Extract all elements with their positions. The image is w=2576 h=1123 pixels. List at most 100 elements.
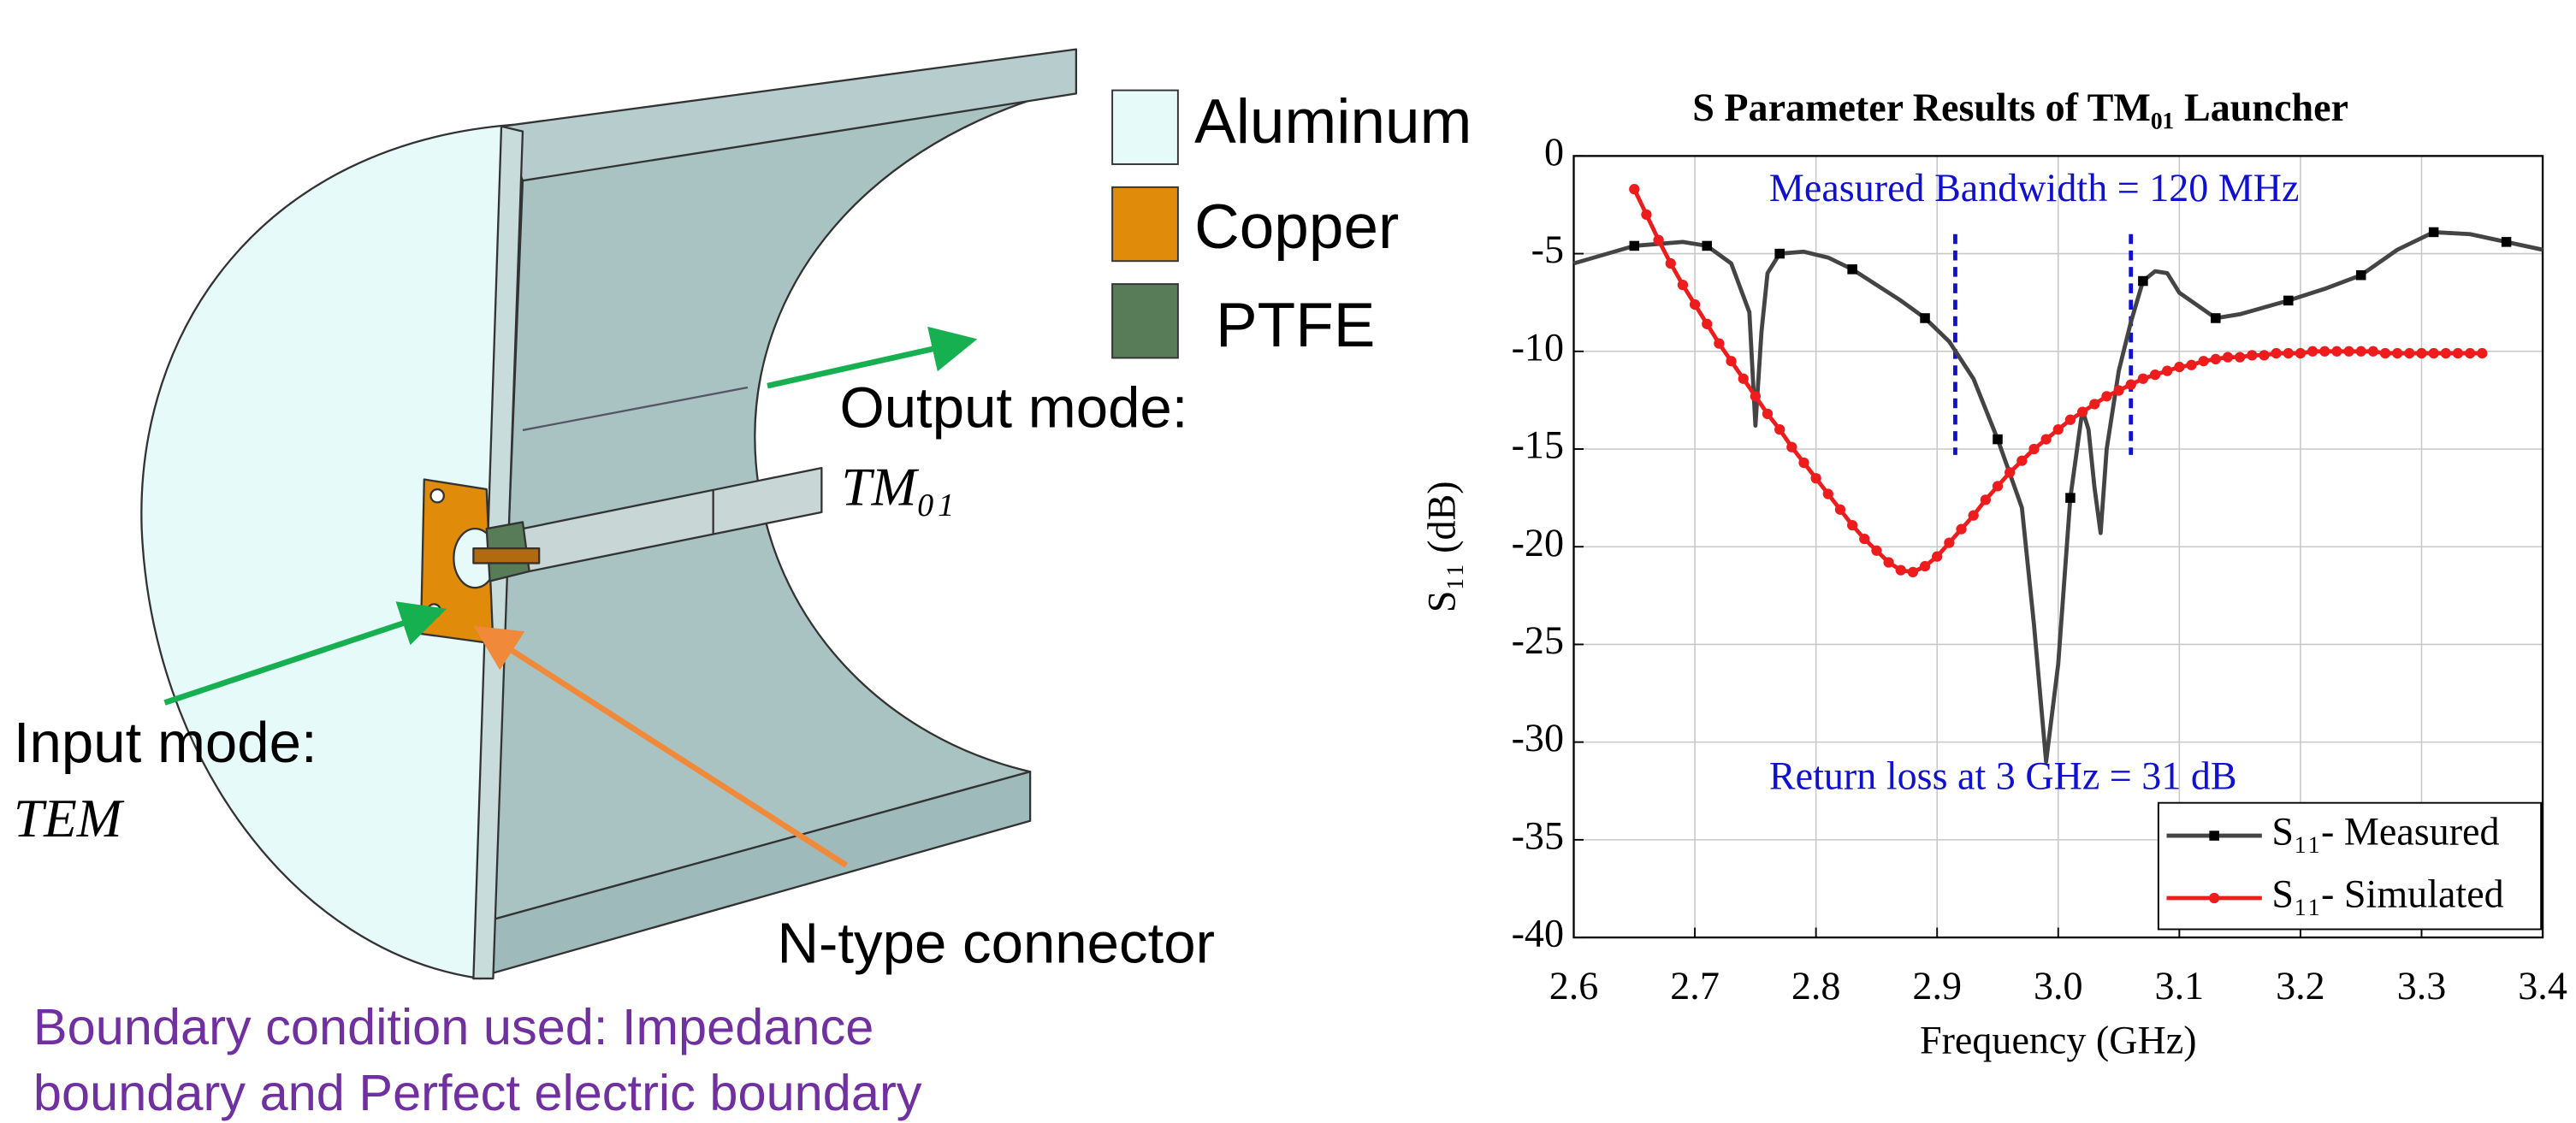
data-point <box>1993 481 2003 491</box>
data-point <box>1969 511 1979 521</box>
data-point <box>2065 415 2076 425</box>
swatch <box>1112 91 1178 164</box>
x-axis-label: Frequency (GHz) <box>1920 1018 2197 1061</box>
data-point <box>2138 276 2148 287</box>
data-point <box>1956 524 1966 535</box>
center-pin <box>473 548 539 563</box>
data-point <box>2199 356 2209 366</box>
data-point <box>2319 346 2330 357</box>
data-point <box>2380 348 2390 358</box>
data-point <box>2211 354 2221 364</box>
data-point <box>1726 356 1736 366</box>
x-tick-label: 3.0 <box>2034 964 2083 1008</box>
data-point <box>1908 567 1918 577</box>
data-point <box>2113 385 2123 395</box>
data-point <box>2307 346 2318 357</box>
data-point <box>2283 296 2294 306</box>
data-point <box>1883 557 1893 567</box>
output-mode-label: Output mode: <box>839 376 1187 440</box>
data-point <box>2271 348 2281 358</box>
data-point <box>2465 348 2475 358</box>
data-point <box>2331 346 2342 357</box>
data-point <box>1981 494 1991 505</box>
data-point <box>2077 406 2087 417</box>
x-tick-label: 3.3 <box>2397 964 2447 1008</box>
legend-marker <box>2209 830 2219 841</box>
data-point <box>2053 424 2064 434</box>
flange-hole <box>430 489 443 502</box>
y-tick-label: -25 <box>1512 618 1564 662</box>
data-point <box>1847 520 1857 530</box>
chart: S Parameter Results of TM₀₁ Launcher Fre… <box>1419 86 2567 1061</box>
data-point <box>2065 493 2076 503</box>
input-mode-label: Input mode: <box>14 711 317 775</box>
data-point <box>1750 391 1761 401</box>
data-point <box>2235 352 2245 363</box>
y-tick-label: -30 <box>1512 716 1564 760</box>
data-point <box>2126 379 2136 389</box>
data-point <box>2295 348 2306 358</box>
data-point <box>2392 348 2402 358</box>
data-point <box>2356 270 2366 281</box>
material-legend: Aluminum Copper PTFE <box>1112 87 1472 360</box>
data-point <box>2186 360 2196 370</box>
data-point <box>1630 241 1640 251</box>
data-point <box>1629 184 1639 194</box>
data-point <box>2028 444 2039 454</box>
data-point <box>1774 424 1785 434</box>
data-point <box>1690 299 1700 310</box>
x-tick-label: 2.9 <box>1912 964 1962 1008</box>
data-point <box>1859 534 1869 544</box>
data-point <box>2101 391 2111 401</box>
data-point <box>2040 434 2051 444</box>
data-point <box>1944 538 1954 548</box>
data-point <box>1774 249 1785 259</box>
boundary-note: boundary and Perfect electric boundary <box>33 1064 922 1121</box>
data-point <box>2247 350 2257 360</box>
y-tick-label: -40 <box>1512 912 1564 955</box>
data-point <box>2223 352 2233 363</box>
data-point <box>2453 348 2463 358</box>
y-tick-label: 0 <box>1544 130 1564 174</box>
y-tick-label: -10 <box>1512 325 1564 369</box>
input-mode: TEM <box>14 789 125 848</box>
data-point <box>1798 458 1809 468</box>
data-point <box>1811 473 1821 483</box>
legend-label: S₁₁- Measured <box>2271 810 2499 854</box>
data-point <box>1666 258 1676 269</box>
y-tick-label: -35 <box>1512 813 1564 857</box>
data-point <box>2477 348 2487 358</box>
data-point <box>1932 552 1942 562</box>
data-point <box>2368 346 2378 357</box>
data-point <box>2429 228 2439 238</box>
x-tick-label: 2.8 <box>1791 964 1841 1008</box>
data-point <box>1920 561 1930 571</box>
legend-label: S₁₁- Simulated <box>2271 872 2503 916</box>
data-point <box>2138 374 2148 384</box>
data-point <box>1702 319 1712 329</box>
data-point <box>2150 369 2160 380</box>
annotation: Return loss at 3 GHz = 31 dB <box>1769 754 2237 797</box>
data-point <box>1835 505 1845 515</box>
data-point <box>2502 237 2512 247</box>
data-point <box>1786 442 1797 452</box>
output-mode: TM₀₁ <box>841 457 954 517</box>
data-point <box>2259 350 2269 360</box>
data-point <box>2016 456 2027 466</box>
x-tick-label: 3.2 <box>2276 964 2325 1008</box>
data-point <box>2089 399 2099 409</box>
x-tick-label: 2.6 <box>1549 964 1599 1008</box>
data-point <box>2162 365 2172 375</box>
data-point <box>1702 241 1712 251</box>
data-point <box>2174 362 2184 372</box>
data-point <box>1678 280 1688 290</box>
x-tick-label: 3.4 <box>2518 964 2567 1008</box>
data-point <box>2404 348 2414 358</box>
x-tick-label: 2.7 <box>1670 964 1720 1008</box>
data-point <box>2343 346 2354 357</box>
data-point <box>1847 264 1857 275</box>
y-tick-label: -5 <box>1531 228 1564 271</box>
data-point <box>1920 313 1930 323</box>
data-point <box>1871 546 1881 556</box>
figure: Aluminum Copper PTFE Output mode: TM₀₁ I… <box>0 0 2576 1123</box>
